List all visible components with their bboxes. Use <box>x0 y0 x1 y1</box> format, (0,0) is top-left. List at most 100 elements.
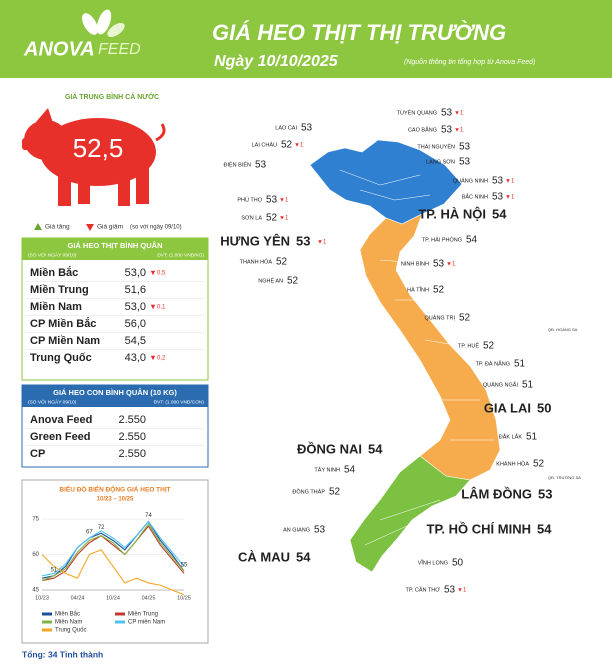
province-name: QUẢNG TRỊ <box>425 314 456 321</box>
row-value: 53,0 <box>125 267 146 279</box>
row-value: 2.550 <box>118 414 146 426</box>
province-name: LÀO CAI <box>275 124 297 131</box>
down-icon <box>506 179 510 183</box>
row-value: 56,0 <box>125 318 146 330</box>
piglet-compare: (SO VỚI NGÀY 09/10) <box>28 398 77 405</box>
y-tick-label: 60 <box>32 552 39 558</box>
row-value: 2.550 <box>118 448 146 460</box>
logo-sprout <box>82 9 125 38</box>
series-line <box>41 525 185 582</box>
province-change: 1 <box>452 262 456 268</box>
province-name: TP. HUẾ <box>458 342 479 349</box>
province-value: 52 <box>483 341 495 352</box>
province-name: NGHỆ AN <box>258 276 283 284</box>
province-change: 1 <box>285 198 289 204</box>
province-name: TUYÊN QUANG <box>397 108 437 116</box>
national-value: 52,5 <box>73 133 124 163</box>
province-value: 52 <box>281 140 293 151</box>
province-value: 51 <box>514 359 526 370</box>
row-name: Green Feed <box>30 431 91 443</box>
legend-down: Giá giảm <box>97 224 123 231</box>
province-value: 54 <box>368 441 383 456</box>
province-value: 53 <box>296 233 310 248</box>
down-icon <box>150 304 156 310</box>
province-value: 53 <box>441 108 453 119</box>
province-value: 54 <box>537 521 552 536</box>
province-name: TÂY NINH <box>314 466 340 473</box>
province-name: BẮC NINH <box>462 192 488 200</box>
down-icon <box>280 198 284 202</box>
compare: (so với ngày 09/10) <box>130 225 182 231</box>
price-unit: ĐVT: (1.000 VNĐ/KG) <box>157 252 204 258</box>
province-value: 54 <box>492 206 507 221</box>
down-icon <box>150 355 156 361</box>
down-icon <box>506 195 510 199</box>
province-name: ĐỒNG THÁP <box>292 488 325 495</box>
province-name: SƠN LA <box>241 215 262 221</box>
province-value: 53 <box>459 157 471 168</box>
row-name: CP <box>30 448 45 460</box>
row-value: 51,6 <box>125 284 146 296</box>
province-value: 50 <box>452 558 464 569</box>
province-name: LẠNG SƠN <box>426 159 455 165</box>
row-name: Miền Trung <box>30 284 89 296</box>
row-value: 2.550 <box>118 431 146 443</box>
province-value: 53 <box>301 123 313 134</box>
province-value: 52 <box>287 276 299 287</box>
province-value: 53 <box>444 585 456 596</box>
annotation: 72 <box>98 525 105 531</box>
row-name: CP Miền Bắc <box>30 317 96 330</box>
province-name: TP. CẦN THƠ <box>406 586 441 593</box>
price-compare: (SO VỚI NGÀY 09/10) <box>28 251 77 258</box>
province-value: 51 <box>522 380 534 391</box>
province-value: 53 <box>441 125 453 136</box>
annotation: 51 <box>50 567 57 573</box>
chart-subtitle: 10/23 – 10/25 <box>97 497 134 503</box>
province-name: ĐẮK LẮK <box>499 432 523 440</box>
province-value: 53 <box>255 160 267 171</box>
province-value: 53 <box>459 142 471 153</box>
annotation: 74 <box>145 513 152 519</box>
legend-label: Miền Trung <box>128 612 158 618</box>
province-name: ĐIỆN BIÊN <box>223 160 251 168</box>
footer: Tổng: 34 Tỉnh thành <box>22 649 103 659</box>
down-icon <box>150 270 156 276</box>
province-value: 53 <box>433 259 445 270</box>
row-name: Miền Nam <box>30 301 82 313</box>
price-title: GIÁ HEO THỊT BÌNH QUÂN <box>68 241 163 250</box>
row-name: CP Miền Nam <box>30 335 100 347</box>
piglet-unit: ĐVT: (1.000 VNĐ/CON) <box>154 399 205 405</box>
down-icon <box>455 128 459 132</box>
down-icon <box>295 143 299 147</box>
province-name: HƯNG YÊN <box>220 233 290 248</box>
row-value: 43,0 <box>125 352 146 364</box>
province-name: GIA LAI <box>484 400 531 415</box>
up-icon <box>34 223 42 230</box>
legend-label: Miền Bắc <box>55 611 80 618</box>
national-label: GIÁ TRUNG BÌNH CẢ NƯỚC <box>65 92 159 101</box>
province-value: 53 <box>538 486 552 501</box>
legend-swatch <box>42 612 52 616</box>
province-name: LAI CHÂU <box>252 141 277 148</box>
province-value: 52 <box>433 285 445 296</box>
province-value: 54 <box>466 235 478 246</box>
row-name: Anova Feed <box>30 414 92 426</box>
province-value: 53 <box>492 176 504 187</box>
series-line <box>41 520 185 577</box>
legend-swatch <box>42 628 52 632</box>
province-change: 1 <box>323 240 327 246</box>
province-name: LÂM ĐỒNG <box>461 486 532 501</box>
annotation: 55 <box>181 563 188 569</box>
row-value: 54,5 <box>125 335 146 347</box>
province-value: 50 <box>537 400 551 415</box>
legend-label: Trung Quốc <box>55 628 86 634</box>
province-name: PHÚ THỌ <box>237 196 262 203</box>
province-value: 52 <box>329 487 341 498</box>
province-value: 53 <box>266 195 278 206</box>
province-name: AN GIANG <box>283 527 310 533</box>
row-value: 53,0 <box>125 301 146 313</box>
province-name: QUẢNG NINH <box>453 177 488 184</box>
annotation: 67 <box>86 530 93 536</box>
province-name: THANH HÓA <box>240 258 273 265</box>
